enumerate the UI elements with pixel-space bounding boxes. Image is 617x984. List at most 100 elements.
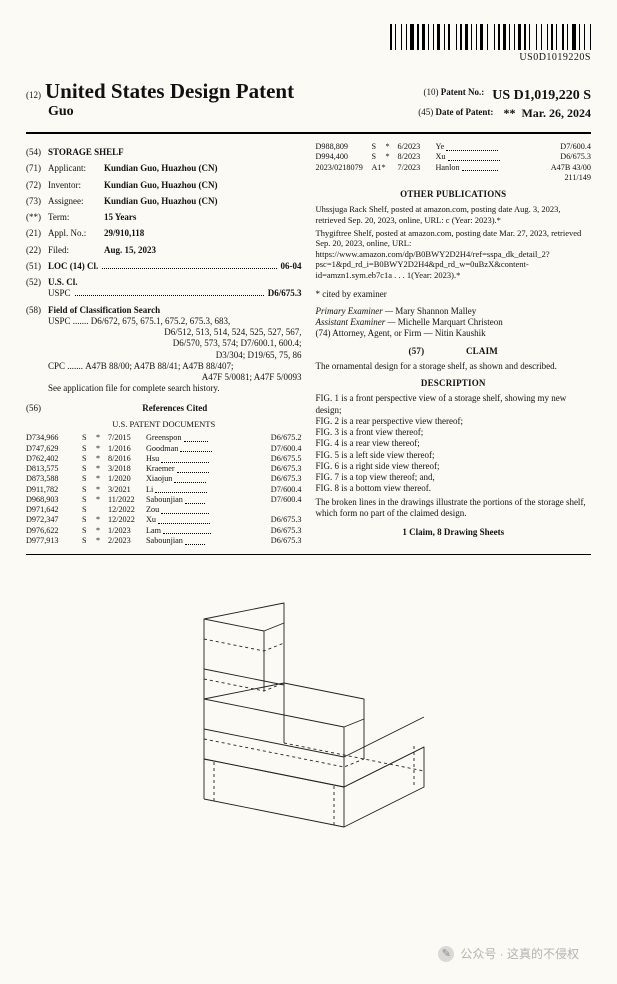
reference-row: D977,913S*2/2023Sabounjian D6/675.3 xyxy=(26,536,302,546)
term-code: (**) xyxy=(26,212,48,223)
date-label: Date of Patent: xyxy=(435,107,493,117)
reference-row: D972,347S*12/2022Xu D6/675.3 xyxy=(26,515,302,525)
reference-row: D734,966S*7/2015Greenspon D6/675.2 xyxy=(26,433,302,443)
doc-title: United States Design Patent xyxy=(45,79,294,104)
wechat-icon: ✎ xyxy=(438,946,454,962)
references-title: References Cited xyxy=(48,403,302,414)
barcode-number: US0D1019220S xyxy=(390,52,591,63)
focs-label: Field of Classification Search xyxy=(48,305,160,316)
f21-code: (21) xyxy=(26,228,48,239)
f52-code: (52) xyxy=(26,277,48,288)
term-label: Term: xyxy=(48,212,104,223)
attorney-label: (74) Attorney, Agent, or Firm — xyxy=(316,328,433,338)
reference-row: D968,903S*11/2022Sabounjian D7/600.4 xyxy=(26,495,302,505)
figure-drawing xyxy=(26,569,591,839)
f72-code: (72) xyxy=(26,180,48,191)
f56-code: (56) xyxy=(26,403,48,414)
focs-uspc-label: USPC xyxy=(48,316,71,327)
applicant: Kundian Guo, Huazhou (CN) xyxy=(104,163,218,173)
date-star: ** xyxy=(503,106,515,120)
issue-date: Mar. 26, 2024 xyxy=(521,106,591,120)
f71-code: (71) xyxy=(26,163,48,174)
references-continued: D988,809S*6/2023Ye D7/600.4D994,400S*8/2… xyxy=(316,142,592,173)
uspc-line: D6/672, 675, 675.1, 675.2, 675.3, 683, xyxy=(91,316,231,327)
uspc-line: D3/304; D19/65, 75, 86 xyxy=(48,350,302,361)
barcode xyxy=(390,24,591,50)
patent-no-code: (10) xyxy=(423,87,438,97)
reference-row: D762,402S*8/2016Hsu D6/675.5 xyxy=(26,454,302,464)
description-line: FIG. 3 is a front view thereof; xyxy=(316,427,592,438)
references-table: D734,966S*7/2015Greenspon D6/675.2D747,6… xyxy=(26,433,302,546)
title-row: (12) United States Design Patent (10) Pa… xyxy=(26,79,591,104)
other-pub-entry: Uhssjuga Rack Shelf, posted at amazon.co… xyxy=(316,204,592,225)
search-note: See application file for complete search… xyxy=(26,383,302,394)
description-line: FIG. 1 is a front perspective view of a … xyxy=(316,393,592,416)
patent-no-label: Patent No.: xyxy=(441,87,485,97)
inventor-label: Inventor: xyxy=(48,180,104,191)
description-line: FIG. 5 is a left side view thereof; xyxy=(316,450,592,461)
loc-label: LOC (14) Cl. xyxy=(48,261,98,272)
assistant-examiner: Michelle Marquart Christeon xyxy=(398,317,503,327)
assignee: Kundian Guo, Huazhou (CN) xyxy=(104,196,218,206)
filed-label: Filed: xyxy=(48,245,104,256)
claim-sheets: 1 Claim, 8 Drawing Sheets xyxy=(316,527,592,538)
primary-examiner: Mary Shannon Malley xyxy=(395,306,476,316)
uspc-line: D6/570, 573, 574; D7/600.1, 600.4; xyxy=(48,338,302,349)
loc-value: 06-04 xyxy=(281,261,302,272)
watermark-text: 公众号 · 这真的不侵权 xyxy=(460,945,579,962)
f73-code: (73) xyxy=(26,196,48,207)
term-value: 15 Years xyxy=(104,212,136,222)
applicant-label: Applicant: xyxy=(48,163,104,174)
cpc-line: A47B 88/00; A47B 88/41; A47B 88/407; xyxy=(85,361,233,372)
f22-code: (22) xyxy=(26,245,48,256)
reference-row: D971,642S12/2022Zou xyxy=(26,505,302,515)
reference-row: D994,400S*8/2023Xu D6/675.3 xyxy=(316,152,592,162)
description-line: FIG. 2 is a rear perspective view thereo… xyxy=(316,416,592,427)
inventor: Kundian Guo, Huazhou (CN) xyxy=(104,180,218,190)
claim-title: CLAIM xyxy=(466,346,498,356)
reference-row: D747,629S*1/2016Goodman D7/600.4 xyxy=(26,444,302,454)
other-pub-entry: Thygiftree Shelf, posted at amazon.com, … xyxy=(316,228,592,281)
barcode-area: US0D1019220S xyxy=(26,24,591,63)
applno: 29/910,118 xyxy=(104,228,144,238)
biblio-columns: (54) STORAGE SHELF (71) Applicant: Kundi… xyxy=(26,142,591,546)
inventor-lastname: Guo xyxy=(26,104,74,122)
patent-page: US0D1019220S (12) United States Design P… xyxy=(0,0,617,984)
f54-code: (54) xyxy=(26,147,48,158)
description-list: FIG. 1 is a front perspective view of a … xyxy=(316,393,592,494)
reference-row: D873,588S*1/2020Xiaojun D6/675.3 xyxy=(26,474,302,484)
ref-tail: 211/149 xyxy=(316,173,592,183)
right-column: D988,809S*6/2023Ye D7/600.4D994,400S*8/2… xyxy=(316,142,592,546)
reference-row: D813,575S*3/2018Kraemer D6/675.3 xyxy=(26,464,302,474)
description-line: FIG. 4 is a rear view thereof; xyxy=(316,438,592,449)
date-code: (45) xyxy=(418,107,433,117)
assistant-examiner-label: Assistant Examiner — xyxy=(316,317,396,327)
assignee-label: Assignee: xyxy=(48,196,104,207)
primary-examiner-label: Primary Examiner — xyxy=(316,306,394,316)
description-line: FIG. 6 is a right side view thereof; xyxy=(316,461,592,472)
f58-code: (58) xyxy=(26,305,48,316)
description-line: FIG. 7 is a top view thereof; and, xyxy=(316,472,592,483)
uscl-label: U.S. Cl. xyxy=(48,277,78,288)
broken-lines-note: The broken lines in the drawings illustr… xyxy=(316,497,592,520)
filed-date: Aug. 15, 2023 xyxy=(104,245,156,255)
uspc-value: D6/675.3 xyxy=(268,288,302,299)
reference-row: D988,809S*6/2023Ye D7/600.4 xyxy=(316,142,592,152)
uspatdocs-title: U.S. PATENT DOCUMENTS xyxy=(26,419,302,430)
watermark: ✎ 公众号 · 这真的不侵权 xyxy=(438,945,579,962)
f51-code: (51) xyxy=(26,261,48,272)
invention-title: STORAGE SHELF xyxy=(48,147,124,158)
reference-row: D976,622S*1/2023Lam D6/675.3 xyxy=(26,526,302,536)
description-title: DESCRIPTION xyxy=(316,378,592,389)
uspc-label: USPC xyxy=(48,288,71,299)
patent-number: US D1,019,220 S xyxy=(492,87,591,105)
left-column: (54) STORAGE SHELF (71) Applicant: Kundi… xyxy=(26,142,302,546)
cited-by-examiner: * cited by examiner xyxy=(316,289,592,300)
code-12: (12) xyxy=(26,90,41,100)
applno-label: Appl. No.: xyxy=(48,228,104,239)
attorney: Nitin Kaushik xyxy=(435,328,486,338)
focs-cpc-label: CPC xyxy=(48,361,65,372)
reference-row: D911,782S*3/2021Li D7/600.4 xyxy=(26,485,302,495)
cpc-line: A47F 5/0081; A47F 5/0093 xyxy=(48,372,302,383)
reference-row: 2023/0218079A1*7/2023Hanlon A47B 43/00 xyxy=(316,163,592,173)
